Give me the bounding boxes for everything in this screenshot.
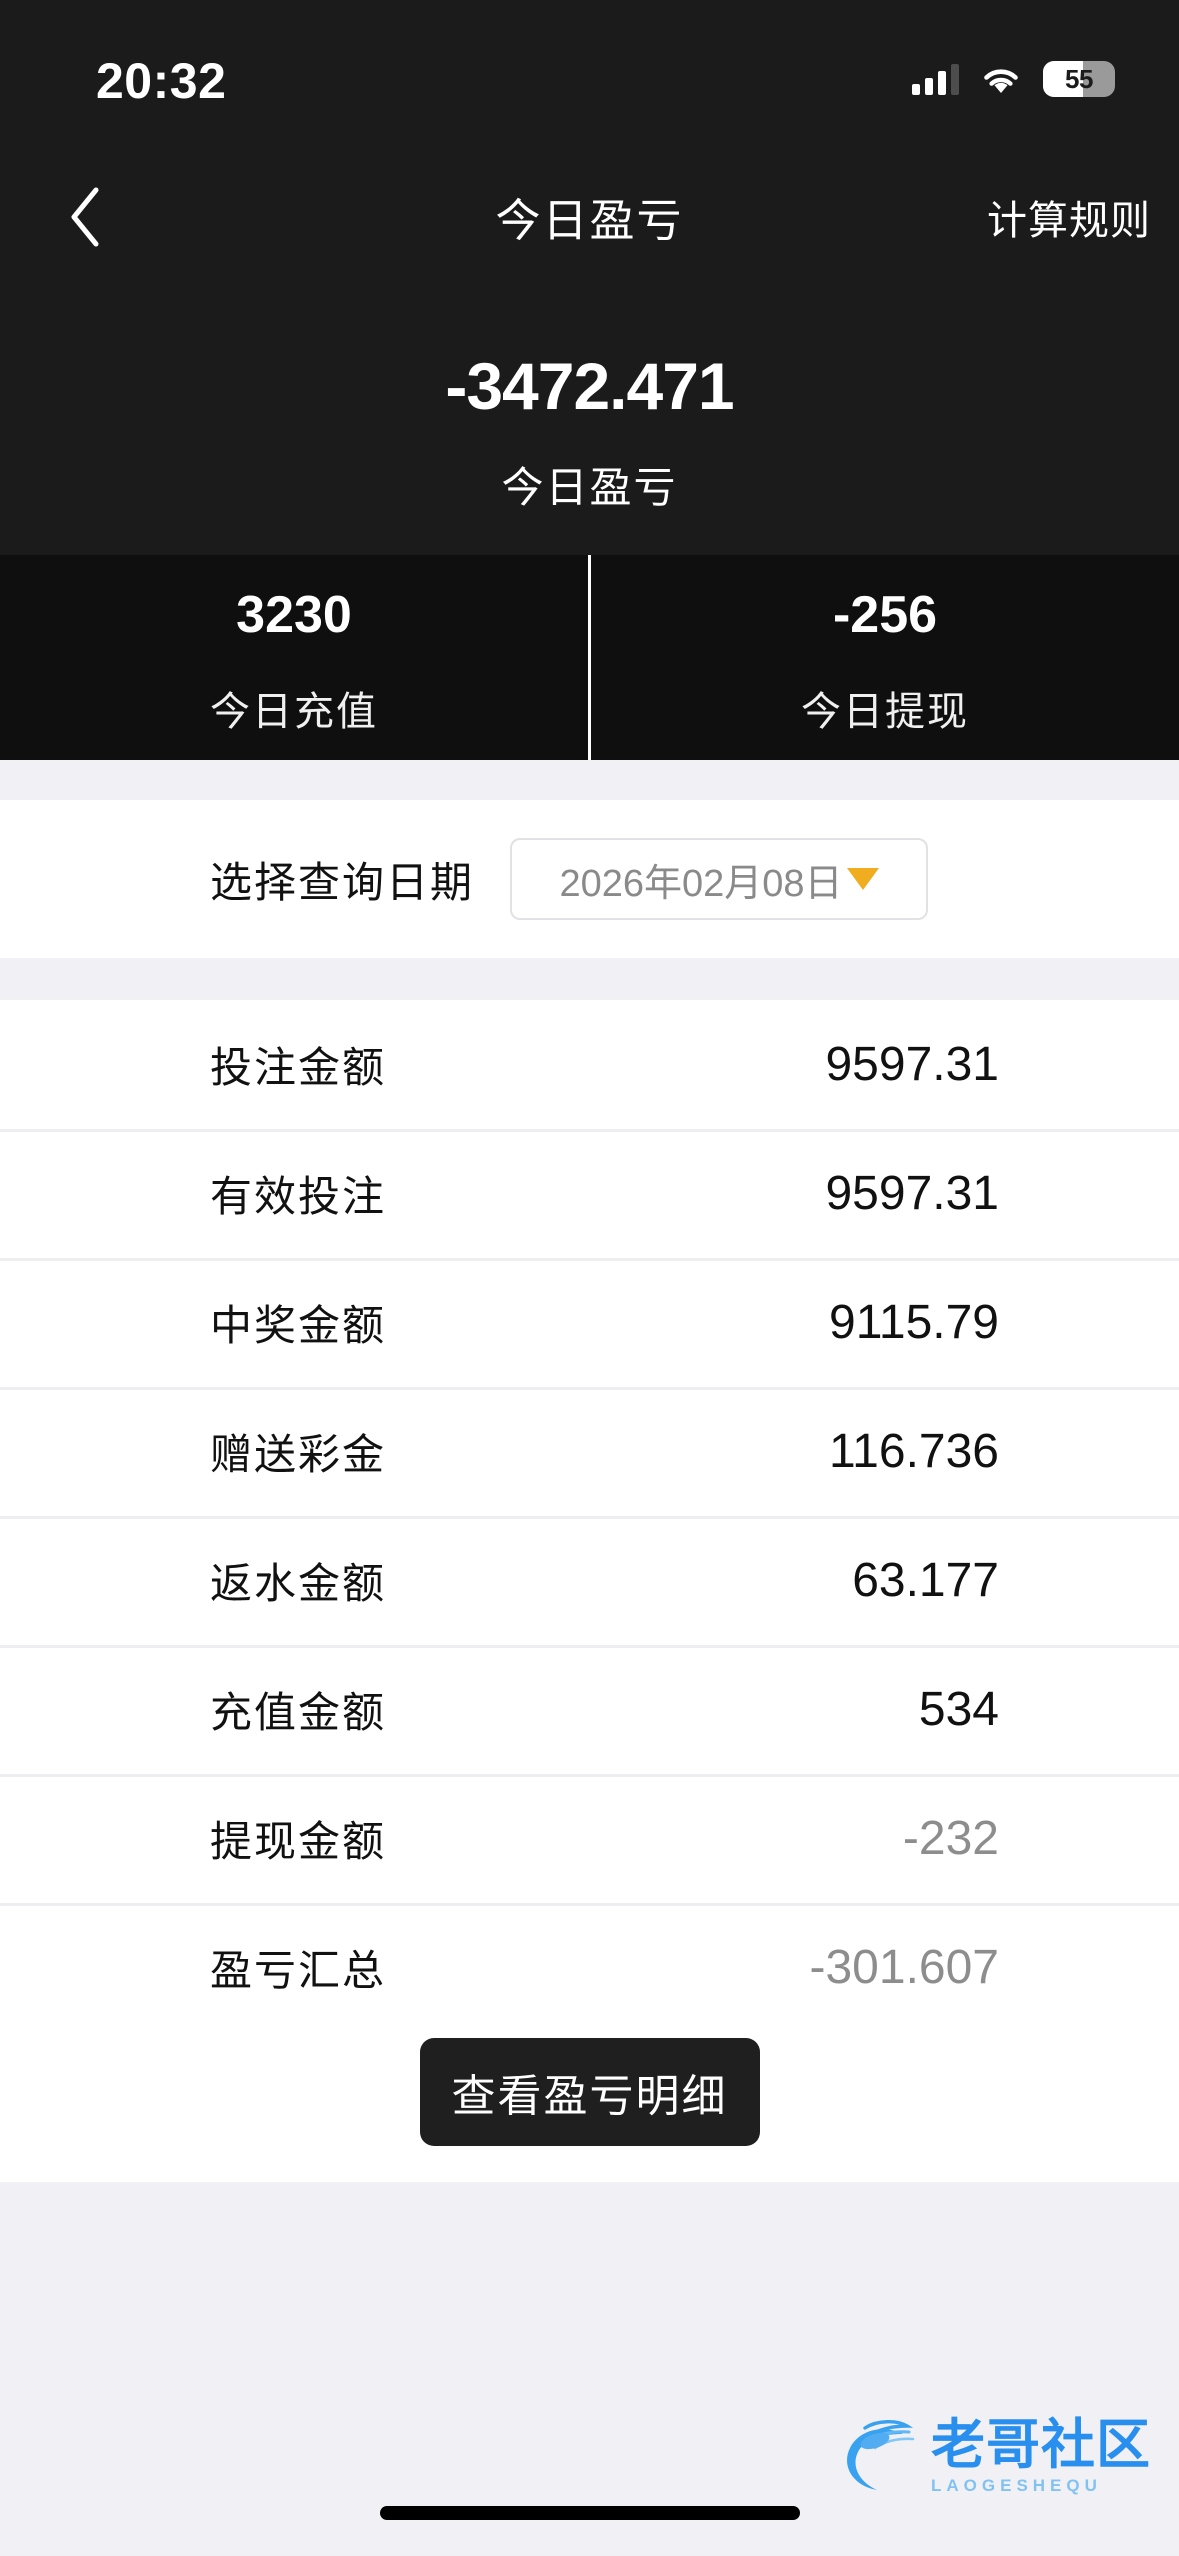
nav-bar: 今日盈亏 计算规则 xyxy=(0,160,1179,270)
table-row: 返水金额 63.177 xyxy=(0,1516,1179,1645)
table-row: 充值金额 534 xyxy=(0,1645,1179,1774)
calculation-rules-link[interactable]: 计算规则 xyxy=(987,199,1151,243)
caret-down-icon xyxy=(846,868,879,890)
row-value: 9115.79 xyxy=(829,1296,999,1349)
row-value: -301.607 xyxy=(809,1941,1000,1994)
table-row: 赠送彩金 116.736 xyxy=(0,1387,1179,1516)
row-label: 中奖金额 xyxy=(210,1302,387,1349)
table-row: 中奖金额 9115.79 xyxy=(0,1258,1179,1387)
date-filter-card: 选择查询日期 2026年02月08日 xyxy=(0,800,1179,958)
row-label: 赠送彩金 xyxy=(210,1431,387,1478)
status-bar-indicators: 55 xyxy=(912,56,1115,102)
row-label: 返水金额 xyxy=(210,1560,387,1607)
watermark-cn: 老哥社区 xyxy=(931,2415,1151,2475)
row-label: 盈亏汇总 xyxy=(210,1947,387,1994)
footer-area: 老哥社区 LAOGESHEQU xyxy=(0,2182,1179,2556)
watermark-en: LAOGESHEQU xyxy=(931,2476,1102,2495)
date-select-value: 2026年02月08日 xyxy=(559,862,843,905)
row-value: -232 xyxy=(902,1812,999,1865)
stat-value: -256 xyxy=(832,586,938,644)
row-label: 充值金额 xyxy=(210,1689,387,1736)
detail-button-area: 查看盈亏明细 xyxy=(0,2032,1179,2182)
table-row: 有效投注 9597.31 xyxy=(0,1129,1179,1258)
date-select[interactable]: 2026年02月08日 xyxy=(510,838,929,920)
status-bar-clock: 20:32 xyxy=(96,53,227,109)
row-label: 有效投注 xyxy=(210,1173,387,1220)
row-value: 9597.31 xyxy=(825,1167,999,1220)
row-value: 9597.31 xyxy=(825,1038,999,1091)
stat-label: 今日提现 xyxy=(801,690,969,734)
summary-rows: 投注金额 9597.31 有效投注 9597.31 中奖金额 9115.79 赠… xyxy=(0,1000,1179,2032)
date-filter-label: 选择查询日期 xyxy=(210,858,475,906)
watermark: 老哥社区 LAOGESHEQU xyxy=(833,2408,1151,2494)
today-profit-label: 今日盈亏 xyxy=(501,464,678,511)
home-indicator[interactable] xyxy=(379,2506,800,2520)
wifi-icon xyxy=(979,63,1023,95)
stat-withdrawal: -256 今日提现 xyxy=(588,555,1179,760)
battery-level-label: 55 xyxy=(1065,63,1093,94)
stat-label: 今日充值 xyxy=(210,690,378,734)
row-value: 63.177 xyxy=(852,1554,999,1607)
today-profit-amount: -3472.471 xyxy=(445,349,734,423)
hero-summary: -3472.471 今日盈亏 xyxy=(0,270,1179,555)
section-gap xyxy=(0,958,1179,1000)
section-gap xyxy=(0,760,1179,800)
stat-deposit: 3230 今日充值 xyxy=(0,555,588,760)
status-bar: 20:32 55 xyxy=(0,0,1179,160)
table-row: 投注金额 9597.31 xyxy=(0,1000,1179,1129)
battery-icon: 55 xyxy=(1043,61,1115,97)
table-row: 提现金额 -232 xyxy=(0,1774,1179,1903)
view-profit-detail-button[interactable]: 查看盈亏明细 xyxy=(419,2038,760,2146)
row-value: 116.736 xyxy=(829,1425,999,1478)
row-label: 投注金额 xyxy=(210,1044,387,1091)
row-value: 534 xyxy=(918,1683,999,1736)
stats-strip: 3230 今日充值 -256 今日提现 xyxy=(0,555,1179,760)
row-label: 提现金额 xyxy=(210,1818,387,1865)
table-row: 盈亏汇总 -301.607 xyxy=(0,1903,1179,2032)
cellular-signal-icon xyxy=(912,63,959,95)
stat-value: 3230 xyxy=(236,586,352,644)
page-title: 今日盈亏 xyxy=(495,195,684,246)
shrimp-logo-icon xyxy=(833,2408,925,2494)
watermark-text: 老哥社区 LAOGESHEQU xyxy=(931,2418,1151,2494)
back-button[interactable] xyxy=(40,174,130,260)
chevron-left-icon xyxy=(71,187,99,247)
